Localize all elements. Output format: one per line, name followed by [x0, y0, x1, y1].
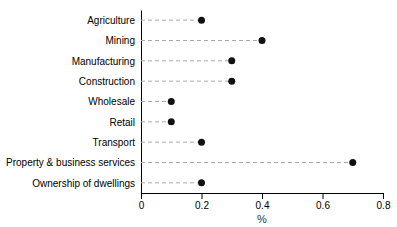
stem: [141, 60, 232, 61]
tick-label: 0.2: [195, 200, 209, 211]
tick-label: Mining: [106, 35, 135, 46]
tick: 0.4: [256, 193, 270, 211]
y-axis: Agriculture Mining Manufacturing Constructi…: [6, 11, 141, 194]
tick-label: Manufacturing: [72, 56, 135, 67]
tick: 0.2: [195, 193, 209, 211]
dot: [228, 57, 235, 64]
tick-label: 0.6: [316, 200, 330, 211]
tick: Transport: [93, 137, 136, 148]
tick: 0.6: [316, 193, 330, 211]
tick-label: Transport: [93, 137, 136, 148]
tick-label: 0: [139, 200, 145, 211]
dot: [198, 179, 205, 186]
tick-label: 0.8: [377, 200, 391, 211]
tick-mark: [323, 193, 324, 199]
tick: Mining: [106, 35, 135, 46]
stem: [141, 142, 202, 143]
marks: [141, 17, 356, 187]
tick-mark: [202, 193, 203, 199]
tick-label: Wholesale: [88, 96, 135, 107]
tick-label: 0.4: [256, 200, 270, 211]
tick-mark: [383, 193, 384, 199]
tick-mark: [141, 193, 142, 199]
tick-label: Agriculture: [87, 15, 135, 26]
tick-mark: [262, 193, 263, 199]
stem: [141, 81, 232, 82]
tick: Property & business services: [6, 157, 135, 168]
tick: Agriculture: [87, 15, 135, 26]
axis-line: [142, 194, 384, 200]
tick: Retail: [109, 117, 135, 128]
dot: [349, 159, 356, 166]
tick: 0.8: [377, 193, 391, 211]
dot: [198, 17, 205, 24]
tick: Ownership of dwellings: [32, 178, 135, 189]
dot: [168, 118, 175, 125]
tick-label: Ownership of dwellings: [32, 178, 135, 189]
plot: 0 0.2 0.4 0.6 0.8% Agriculture Mining Manufactu…: [6, 11, 391, 226]
dot: [228, 78, 235, 85]
x-axis-title: %: [257, 213, 267, 225]
x-axis: 0 0.2 0.4 0.6 0.8: [139, 193, 391, 211]
tick: Manufacturing: [72, 56, 135, 67]
dot: [168, 98, 175, 105]
stem: [141, 162, 353, 163]
tick: Wholesale: [88, 96, 135, 107]
tick: Construction: [79, 76, 135, 87]
tick-label: Construction: [79, 76, 135, 87]
dot: [259, 37, 266, 44]
tick: 0: [139, 193, 145, 211]
stem: [141, 101, 171, 102]
stem: [141, 182, 202, 183]
chart: 0 0.2 0.4 0.6 0.8% Agriculture Mining Manufactu…: [0, 0, 397, 227]
stem: [141, 20, 202, 21]
stem: [141, 121, 171, 122]
tick-label: Property & business services: [6, 157, 135, 168]
stem: [141, 40, 262, 41]
tick-label: Retail: [109, 117, 135, 128]
dot: [198, 139, 205, 146]
